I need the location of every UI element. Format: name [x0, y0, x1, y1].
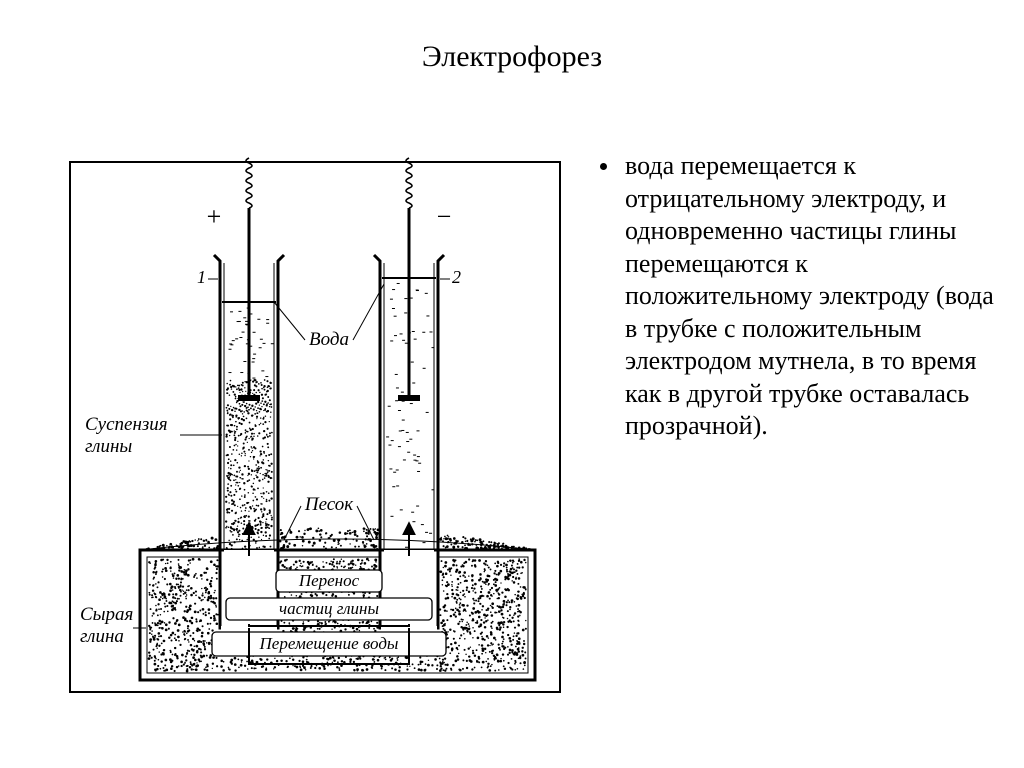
slide-title: Электрофорез: [0, 40, 1024, 74]
svg-text:Песок: Песок: [304, 494, 354, 515]
svg-text:Перемещение воды: Перемещение воды: [259, 634, 399, 653]
diagram-container: + − 1 2 Вода Суспензияглины Песок Перенос частиц…: [30, 150, 570, 738]
svg-text:глины: глины: [85, 436, 132, 457]
svg-text:Суспензия: Суспензия: [85, 414, 168, 435]
svg-text:глина: глина: [80, 626, 124, 647]
svg-text:Перенос: Перенос: [298, 571, 360, 590]
bullet-marker: [600, 163, 607, 170]
svg-text:+: +: [207, 202, 222, 231]
description-column: вода перемещается к отрицательному элект…: [600, 150, 994, 738]
svg-text:частиц глины: частиц глины: [279, 599, 379, 618]
svg-text:Сырая: Сырая: [80, 604, 133, 625]
svg-text:2: 2: [452, 267, 461, 287]
svg-text:−: −: [437, 202, 452, 231]
svg-text:1: 1: [197, 267, 206, 287]
bullet-item: вода перемещается к отрицательному элект…: [600, 150, 994, 443]
content-area: + − 1 2 Вода Суспензияглины Песок Перенос частиц…: [30, 150, 994, 738]
svg-text:Вода: Вода: [309, 329, 349, 350]
electrophoresis-diagram: + − 1 2 Вода Суспензияглины Песок Перенос частиц…: [30, 150, 570, 710]
bullet-text: вода перемещается к отрицательному элект…: [625, 150, 994, 443]
